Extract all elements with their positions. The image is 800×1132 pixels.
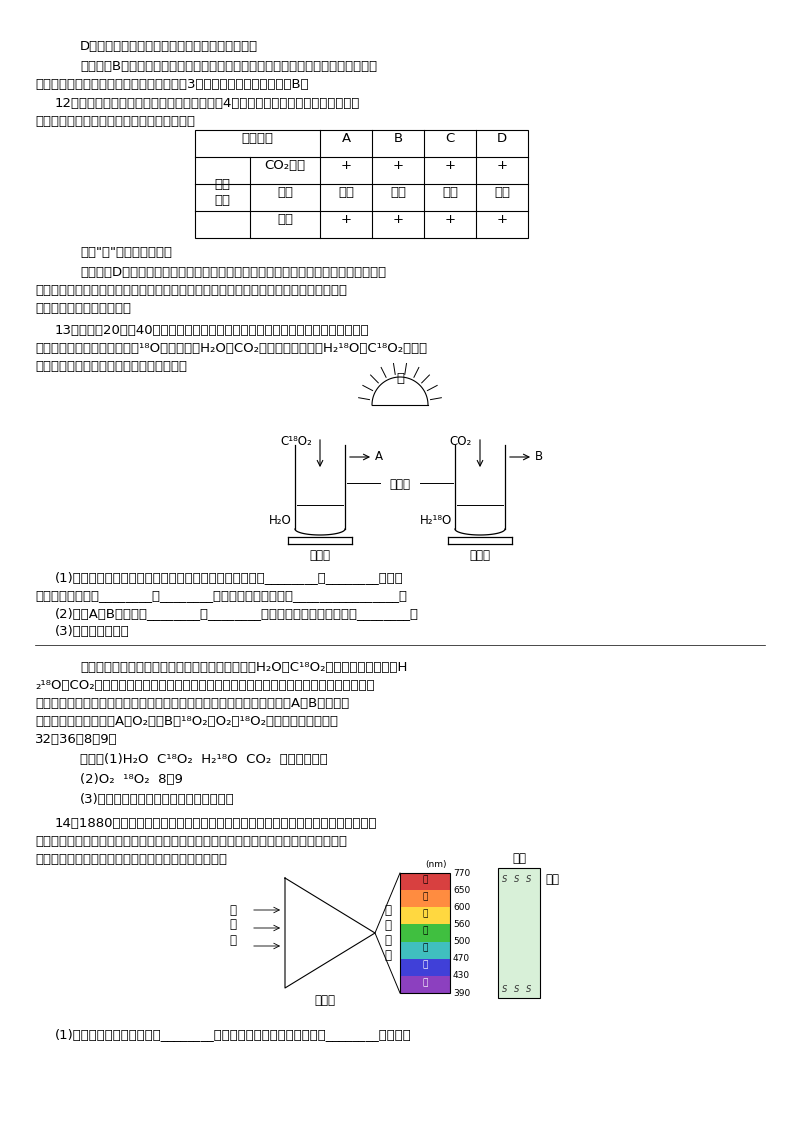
Text: 绿光: 绿光 — [494, 186, 510, 199]
Text: 的量也不同。在白光下，叶片光合作用最强，经碘液处理后，着色最深；在绿光下，叶片: 的量也不同。在白光下，叶片光合作用最强，经碘液处理后，着色最深；在绿光下，叶片 — [35, 284, 347, 297]
Text: B: B — [535, 451, 543, 463]
Text: 600: 600 — [453, 903, 470, 911]
Text: 但通过同位素的不同标记以及实验的有意安排，使光合作用释放出的氧为A和B两种。两: 但通过同位素的不同标记以及实验的有意安排，使光合作用释放出的氧为A和B两种。两 — [35, 697, 350, 710]
Bar — [400, 890, 450, 907]
Text: ₂¹⁸O和CO₂，向两组共同提供的是光能、小球藻。虽然向每组提供的水和二氧化碳都有氧，: ₂¹⁸O和CO₂，向两组共同提供的是光能、小球藻。虽然向每组提供的水和二氧化碳都… — [35, 679, 374, 692]
Text: 实验，着色最浅的叶片所在的试管是（　　）: 实验，着色最浅的叶片所在的试管是（ ） — [35, 115, 195, 128]
Text: A: A — [342, 132, 350, 145]
Text: 试管编号: 试管编号 — [242, 132, 274, 145]
Bar — [400, 925, 450, 942]
Text: 光照: 光照 — [277, 186, 293, 199]
Text: (2)图中A和B分别代表________和________，它们的相对分子质量比是________。: (2)图中A和B分别代表________和________，它们的相对分子质量比… — [55, 607, 419, 620]
Text: (nm): (nm) — [425, 860, 446, 869]
Text: 三棱镜: 三棱镜 — [314, 994, 335, 1007]
Text: 二组提供的物质是________和________；向两组共同提供的是________________。: 二组提供的物质是________和________；向两组共同提供的是_____… — [35, 589, 407, 602]
Text: 小球藻: 小球藻 — [390, 479, 410, 491]
Text: 解析：选D。在不同的光照条件下，光合作用强度不同，叶片中产生的有机物（淀粉）: 解析：选D。在不同的光照条件下，光合作用强度不同，叶片中产生的有机物（淀粉） — [80, 266, 386, 278]
Text: 答案：(1)H₂O  C¹⁸O₂  H₂¹⁸O  CO₂  光能和小球藻: 答案：(1)H₂O C¹⁸O₂ H₂¹⁸O CO₂ 光能和小球藻 — [80, 753, 328, 766]
Text: C¹⁸O₂: C¹⁸O₂ — [280, 435, 312, 448]
Text: CO₂溶液: CO₂溶液 — [265, 158, 306, 172]
Text: 500: 500 — [453, 937, 470, 946]
Text: (1)细菌聚集较多的部分表示________的浓度高，即该部位丝状绿藻的________强度高。: (1)细菌聚集较多的部分表示________的浓度高，即该部位丝状绿藻的____… — [55, 1028, 412, 1041]
Text: 下观察细菌在丝状绿藻各个部分的聚集情况。请分析：: 下观察细菌在丝状绿藻各个部分的聚集情况。请分析： — [35, 854, 227, 866]
Text: 橙: 橙 — [422, 892, 428, 901]
Text: 绿藻: 绿藻 — [512, 852, 526, 865]
Text: 14．1880年德国生物学家恩吉尔曼用巧妙的实验研究了光合作用的光谱。他将三棱镜: 14．1880年德国生物学家恩吉尔曼用巧妙的实验研究了光合作用的光谱。他将三棱镜 — [55, 817, 378, 830]
Text: +: + — [445, 158, 455, 172]
Text: +: + — [445, 213, 455, 226]
Text: +: + — [393, 213, 403, 226]
Text: 白光: 白光 — [338, 186, 354, 199]
Text: 位科学家的实验结果是A为O₂，而B为¹⁸O₂。O₂和¹⁸O₂的相对分子质量比是: 位科学家的实验结果是A为O₂，而B为¹⁸O₂。O₂和¹⁸O₂的相对分子质量比是 — [35, 715, 338, 728]
Text: D: D — [497, 132, 507, 145]
Text: (1)在小球藻进行光合作用过程中，向第一组提供的物质是________和________；向第: (1)在小球藻进行光合作用过程中，向第一组提供的物质是________和____… — [55, 571, 404, 584]
Text: 430: 430 — [453, 971, 470, 980]
Text: 黄: 黄 — [422, 909, 428, 918]
Text: 650: 650 — [453, 885, 470, 894]
Text: 红: 红 — [422, 875, 428, 884]
Text: 绿: 绿 — [422, 926, 428, 935]
Bar — [400, 942, 450, 959]
Bar — [400, 976, 450, 993]
Text: 光: 光 — [396, 372, 404, 385]
Text: S: S — [502, 985, 507, 994]
Bar — [400, 959, 450, 976]
Text: H₂¹⁸O: H₂¹⁸O — [420, 514, 452, 526]
Text: 红光: 红光 — [442, 186, 458, 199]
Text: A: A — [375, 451, 383, 463]
Text: 可
见
光: 可 见 光 — [230, 903, 237, 946]
Text: +: + — [393, 158, 403, 172]
Bar — [400, 873, 450, 993]
Text: 按示意图做实验。请对实验作出必要说明。: 按示意图做实验。请对实验作出必要说明。 — [35, 360, 187, 374]
Text: 青: 青 — [422, 944, 428, 953]
Text: 碘液: 碘液 — [277, 213, 293, 226]
Text: 蓝: 蓝 — [422, 961, 428, 970]
Text: 实验
处理: 实验 处理 — [214, 179, 230, 206]
Text: S: S — [514, 985, 519, 994]
Text: 分反射了出来；叶绿素是类胡萝卜素含量的3倍，所以选项中合理的只有B。: 分反射了出来；叶绿素是类胡萝卜素含量的3倍，所以选项中合理的只有B。 — [35, 78, 309, 91]
Text: 蓝光: 蓝光 — [390, 186, 406, 199]
Text: 解析：选B。植物进行光合作用主要吸收红光和蓝光，而对绿光的吸收最少，绝大部: 解析：选B。植物进行光合作用主要吸收红光和蓝光，而对绿光的吸收最少，绝大部 — [80, 60, 377, 72]
Text: CO₂: CO₂ — [450, 435, 472, 448]
Text: S: S — [502, 875, 507, 884]
Text: (3)光合作用产生的氧气中的氧全部来自水: (3)光合作用产生的氧气中的氧全部来自水 — [80, 794, 234, 806]
Text: S: S — [526, 985, 531, 994]
Text: 产生的光谱投射到丝状绿藻上，并在丝状绿藻的悬液中放入一些好氧细菌，然后在显微镜: 产生的光谱投射到丝状绿藻上，并在丝状绿藻的悬液中放入一些好氧细菌，然后在显微镜 — [35, 835, 347, 848]
Text: +: + — [341, 158, 351, 172]
Text: 紫: 紫 — [422, 978, 428, 987]
Text: 第二组: 第二组 — [470, 549, 490, 561]
Bar — [498, 868, 540, 998]
Text: 13．下图是20世纪40年代美国科学家鲁宾和卡门采用同位素标记法研究光合作用的: 13．下图是20世纪40年代美国科学家鲁宾和卡门采用同位素标记法研究光合作用的 — [55, 324, 370, 337]
Text: (3)这个实验说明了: (3)这个实验说明了 — [55, 625, 130, 638]
Text: 770: 770 — [453, 868, 470, 877]
Text: 太
阳
光
谱: 太 阳 光 谱 — [385, 904, 391, 962]
Text: 解析：通过图示可清晰看到提供给第一组的物质是H₂O和C¹⁸O₂；提供给第二组的是H: 解析：通过图示可清晰看到提供给第一组的物质是H₂O和C¹⁸O₂；提供给第二组的是… — [80, 661, 407, 674]
Text: 细菌: 细菌 — [545, 873, 559, 886]
Text: 390: 390 — [453, 988, 470, 997]
Bar — [195, 130, 528, 238]
Text: H₂O: H₂O — [270, 514, 292, 526]
Text: 第一组: 第一组 — [310, 549, 330, 561]
Text: 示意图。他们用氧的同位素（¹⁸O）分别标记H₂O和CO₂，使它们分别成为H₂¹⁸O和C¹⁸O₂，然后: 示意图。他们用氧的同位素（¹⁸O）分别标记H₂O和CO₂，使它们分别成为H₂¹⁸… — [35, 342, 427, 355]
Text: S: S — [514, 875, 519, 884]
Text: B: B — [394, 132, 402, 145]
Bar — [400, 907, 450, 925]
Text: S: S — [526, 875, 531, 884]
Bar — [400, 873, 450, 890]
Text: 光合作用最弱，着色最浅。: 光合作用最弱，着色最浅。 — [35, 302, 131, 315]
Text: 32：36＝8：9。: 32：36＝8：9。 — [35, 734, 118, 746]
Text: 470: 470 — [453, 954, 470, 963]
Text: +: + — [341, 213, 351, 226]
Text: 注："＋"表示具有该条件: 注："＋"表示具有该条件 — [80, 246, 172, 259]
Text: +: + — [497, 213, 507, 226]
Text: 560: 560 — [453, 920, 470, 929]
Text: (2)O₂  ¹⁸O₂  8：9: (2)O₂ ¹⁸O₂ 8：9 — [80, 773, 183, 786]
Text: D．绿叶吸收各种颜色的太阳光，然后再放出绿光: D．绿叶吸收各种颜色的太阳光，然后再放出绿光 — [80, 40, 258, 53]
Text: +: + — [497, 158, 507, 172]
Text: C: C — [446, 132, 454, 145]
Text: 12．将在黑暗中放置一段时间的叶片平均分成4份，置于不同的试管中，按下表进行: 12．将在黑暗中放置一段时间的叶片平均分成4份，置于不同的试管中，按下表进行 — [55, 97, 360, 110]
